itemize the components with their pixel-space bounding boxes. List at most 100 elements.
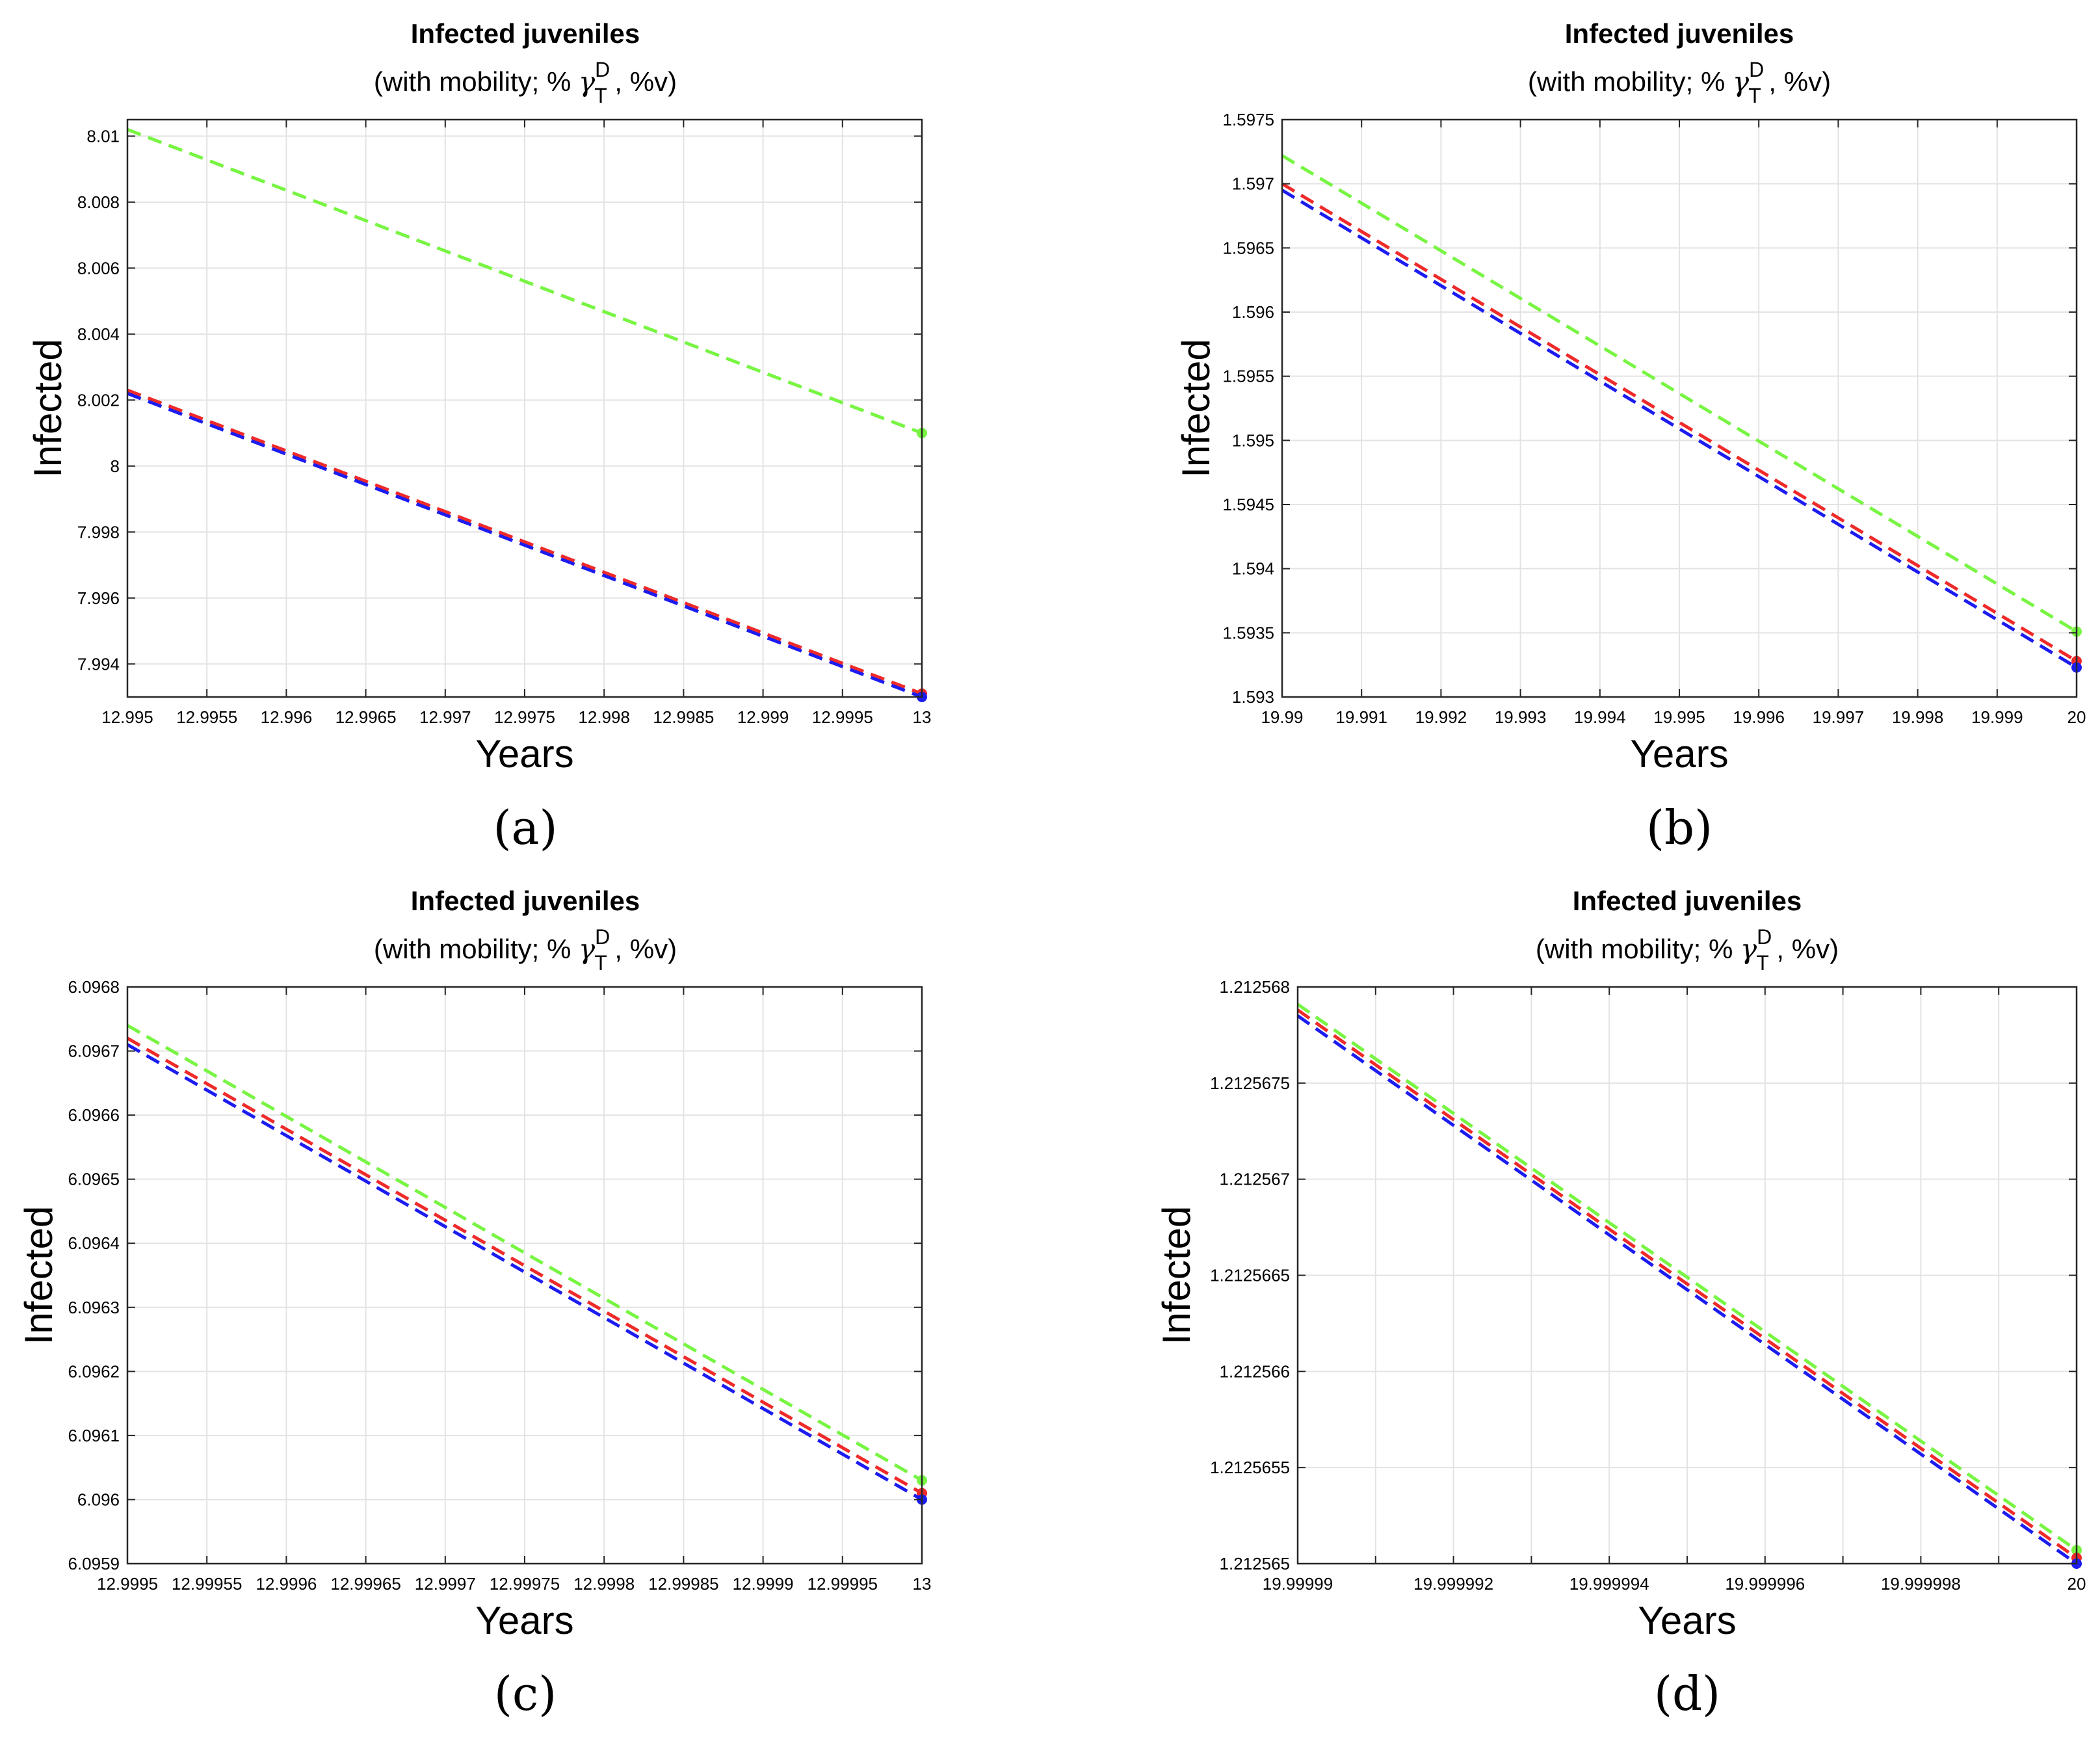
x-tick-label: 12.9999 <box>733 1574 794 1594</box>
subtitle-gamma: γ <box>1740 933 1757 965</box>
y-tick-label: 1.5945 <box>1222 495 1274 514</box>
y-tick-label: 7.994 <box>77 654 120 674</box>
subtitle-sub: T <box>594 951 607 975</box>
y-tick-label: 1.5955 <box>1222 367 1274 386</box>
subtitle-sub: T <box>594 84 607 107</box>
chart-title: Infected juveniles <box>411 886 640 916</box>
chart-subtitle: (with mobility; % γD T , %v) <box>374 925 677 975</box>
y-tick-label: 8.008 <box>77 192 120 212</box>
subtitle-sup: D <box>595 925 610 949</box>
y-axis-label: Infected <box>26 339 70 478</box>
subtitle-sub: T <box>1748 84 1761 107</box>
x-tick-label: 19.999992 <box>1413 1574 1493 1594</box>
series-line-green <box>126 1023 923 1482</box>
x-axis-label: Years <box>1638 1599 1736 1642</box>
y-tick-label: 1.5975 <box>1222 110 1274 129</box>
x-tick-label: 19.995 <box>1653 707 1705 727</box>
x-tick-label: 12.9995 <box>812 707 873 727</box>
x-axis-label: Years <box>475 1599 573 1642</box>
x-tick-label: 12.995 <box>101 707 153 727</box>
x-tick-label: 12.996 <box>261 707 313 727</box>
y-tick-label: 6.0959 <box>68 1554 120 1573</box>
x-tick-label: 19.991 <box>1335 707 1387 727</box>
y-tick-label: 7.996 <box>77 588 120 608</box>
subtitle-prefix: (with mobility; % <box>1536 934 1740 964</box>
chart-subtitle: (with mobility; % γD T , %v) <box>1536 925 1839 975</box>
subtitle-sup: D <box>1757 925 1772 949</box>
y-tick-label: 7.998 <box>77 522 120 542</box>
x-tick-label: 12.99985 <box>648 1574 718 1594</box>
chart-panel-c: 12.9995 12.99955 12.9996 12.99965 12.9997 12.… <box>17 886 931 1721</box>
series-line-green <box>1296 1003 2078 1552</box>
x-tick-label: 19.998 <box>1892 707 1944 727</box>
subtitle-suffix: , %v) <box>1769 934 1839 964</box>
subtitle-gamma: γ <box>579 66 596 98</box>
y-tick-label: 1.212566 <box>1220 1361 1290 1381</box>
panel-label: (d) <box>1654 1666 1720 1721</box>
subtitle-gamma: γ <box>579 933 596 965</box>
subtitle-sup: D <box>595 58 610 81</box>
chart-title: Infected juveniles <box>411 18 640 49</box>
series-line-blue <box>1296 1014 2078 1566</box>
y-tick-label: 1.212568 <box>1220 977 1290 997</box>
series-line-red <box>126 1036 923 1495</box>
subtitle-suffix: , %v) <box>1761 66 1831 97</box>
x-tick-label: 19.997 <box>1813 707 1865 727</box>
y-tick-label: 1.595 <box>1232 430 1274 450</box>
x-tick-label: 12.99965 <box>330 1574 400 1594</box>
y-tick-label: 1.2125665 <box>1210 1266 1290 1285</box>
subtitle-sub: T <box>1756 951 1769 975</box>
chart-panel-a: 12.995 12.9955 12.996 12.9965 12.997 12.9975 1… <box>26 18 931 855</box>
x-tick-label: 12.9955 <box>176 707 237 727</box>
x-tick-label: 12.99955 <box>172 1574 242 1594</box>
panel-label: (c) <box>494 1666 557 1721</box>
x-tick-label: 19.99 <box>1261 707 1303 727</box>
subtitle-suffix: , %v) <box>607 934 677 964</box>
y-tick-label: 1.593 <box>1232 687 1274 707</box>
y-tick-label: 6.0966 <box>68 1105 120 1125</box>
y-tick-label: 6.0962 <box>68 1361 120 1381</box>
x-tick-label: 19.99999 <box>1263 1574 1333 1594</box>
x-tick-label: 20 <box>2067 707 2086 727</box>
x-tick-label: 19.996 <box>1733 707 1785 727</box>
y-tick-label: 8 <box>111 456 120 476</box>
series-line-red <box>127 388 923 696</box>
x-tick-label: 12.9975 <box>494 707 555 727</box>
y-axis-label: Infected <box>1155 1206 1198 1345</box>
y-axis-label: Infected <box>1174 339 1218 478</box>
x-tick-label: 19.999994 <box>1569 1574 1649 1594</box>
chart-title: Infected juveniles <box>1573 886 1802 916</box>
chart-panel-d: 19.99999 19.999992 19.999994 19.999996 19.99… <box>1155 886 2086 1721</box>
x-tick-label: 12.9998 <box>573 1574 635 1594</box>
series-line-blue <box>126 1043 923 1501</box>
y-tick-label: 1.2125655 <box>1210 1458 1290 1477</box>
panel-label: (b) <box>1646 800 1713 855</box>
x-axis-label: Years <box>475 732 573 776</box>
x-tick-label: 19.999998 <box>1881 1574 1961 1594</box>
y-axis-label: Infected <box>17 1206 60 1345</box>
x-axis-label: Years <box>1630 732 1728 776</box>
x-tick-label: 12.9985 <box>653 707 714 727</box>
y-tick-label: 1.597 <box>1232 174 1274 194</box>
panel-label: (a) <box>493 800 557 855</box>
y-tick-label: 6.0965 <box>68 1170 120 1189</box>
x-tick-label: 19.994 <box>1574 707 1626 727</box>
x-tick-label: 12.99975 <box>490 1574 560 1594</box>
chart-panel-b: 19.99 19.991 19.992 19.993 19.994 19.995 19.99… <box>1174 18 2086 855</box>
x-tick-label: 12.997 <box>419 707 471 727</box>
series-line-green <box>127 127 923 435</box>
x-tick-label: 12.9995 <box>97 1574 158 1594</box>
subtitle-prefix: (with mobility; % <box>374 66 579 97</box>
subtitle-prefix: (with mobility; % <box>374 934 579 964</box>
x-tick-label: 19.993 <box>1495 707 1547 727</box>
y-tick-label: 6.0968 <box>68 977 120 997</box>
y-tick-label: 1.596 <box>1232 302 1274 322</box>
x-tick-label: 12.9996 <box>256 1574 317 1594</box>
chart-title: Infected juveniles <box>1565 18 1794 49</box>
y-tick-label: 6.0967 <box>68 1042 120 1061</box>
x-tick-label: 12.99995 <box>807 1574 878 1594</box>
x-tick-label: 19.999996 <box>1725 1574 1805 1594</box>
y-tick-label: 1.594 <box>1232 559 1274 579</box>
subtitle-prefix: (with mobility; % <box>1528 66 1733 97</box>
